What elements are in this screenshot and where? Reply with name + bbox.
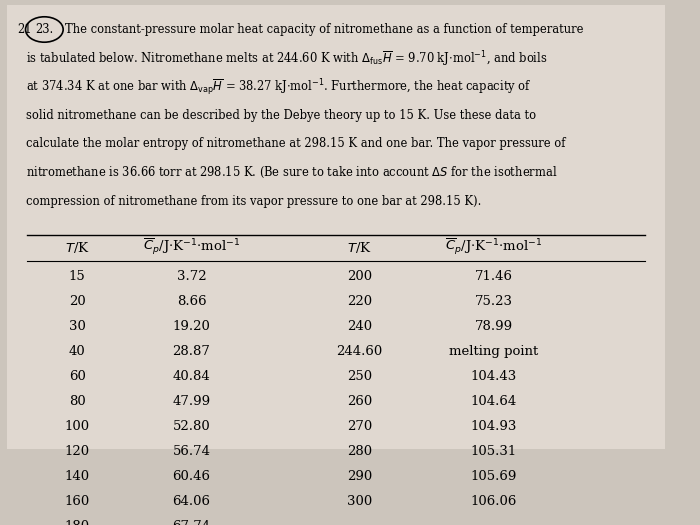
Text: compression of nitromethane from its vapor pressure to one bar at 298.15 K).: compression of nitromethane from its vap… — [25, 195, 481, 207]
Text: 60: 60 — [69, 370, 85, 383]
Text: $\overline{C}_p$/J$\cdot$K$^{-1}$$\cdot$mol$^{-1}$: $\overline{C}_p$/J$\cdot$K$^{-1}$$\cdot$… — [445, 237, 542, 257]
Text: 104.43: 104.43 — [470, 370, 517, 383]
Text: 244.60: 244.60 — [337, 345, 383, 358]
Text: 100: 100 — [64, 420, 90, 433]
Text: at 374.34 K at one bar with $\Delta_{\rm vap}\overline{H}$ = 38.27 kJ$\cdot$mol$: at 374.34 K at one bar with $\Delta_{\rm… — [25, 77, 531, 97]
Text: 270: 270 — [347, 420, 372, 433]
Text: $T$/K: $T$/K — [65, 240, 90, 255]
Text: 15: 15 — [69, 270, 85, 284]
Text: 8.66: 8.66 — [176, 295, 206, 308]
Text: calculate the molar entropy of nitromethane at 298.15 K and one bar. The vapor p: calculate the molar entropy of nitrometh… — [25, 138, 565, 150]
Text: 300: 300 — [347, 495, 372, 508]
Text: 250: 250 — [347, 370, 372, 383]
FancyBboxPatch shape — [7, 5, 665, 449]
Text: 23.: 23. — [35, 23, 53, 36]
Text: 105.31: 105.31 — [470, 445, 517, 458]
Text: $\overline{C}_p$/J$\cdot$K$^{-1}$$\cdot$mol$^{-1}$: $\overline{C}_p$/J$\cdot$K$^{-1}$$\cdot$… — [143, 237, 240, 257]
Text: 140: 140 — [64, 470, 90, 483]
Text: 75.23: 75.23 — [475, 295, 513, 308]
Text: 21: 21 — [17, 23, 32, 36]
Text: 200: 200 — [347, 270, 372, 284]
Text: The constant-pressure molar heat capacity of nitromethane as a function of tempe: The constant-pressure molar heat capacit… — [64, 23, 583, 36]
Text: $T$/K: $T$/K — [347, 240, 372, 255]
Text: 106.06: 106.06 — [470, 495, 517, 508]
Text: 180: 180 — [64, 520, 90, 525]
Text: 104.93: 104.93 — [470, 420, 517, 433]
Text: 19.20: 19.20 — [173, 320, 211, 333]
Text: 280: 280 — [347, 445, 372, 458]
Text: 60.46: 60.46 — [172, 470, 211, 483]
Text: 20: 20 — [69, 295, 85, 308]
Text: 67.74: 67.74 — [172, 520, 211, 525]
Text: 28.87: 28.87 — [173, 345, 211, 358]
Text: 290: 290 — [347, 470, 372, 483]
Text: 47.99: 47.99 — [172, 395, 211, 408]
Text: 40: 40 — [69, 345, 85, 358]
Text: 56.74: 56.74 — [172, 445, 211, 458]
Text: 80: 80 — [69, 395, 85, 408]
Text: solid nitromethane can be described by the Debye theory up to 15 K. Use these da: solid nitromethane can be described by t… — [25, 109, 536, 122]
Text: 52.80: 52.80 — [173, 420, 211, 433]
Text: 71.46: 71.46 — [475, 270, 513, 284]
Text: 220: 220 — [347, 295, 372, 308]
Text: 240: 240 — [347, 320, 372, 333]
Text: melting point: melting point — [449, 345, 538, 358]
Text: 64.06: 64.06 — [172, 495, 211, 508]
Text: 30: 30 — [69, 320, 85, 333]
Text: 3.72: 3.72 — [176, 270, 206, 284]
Text: is tabulated below. Nitromethane melts at 244.60 K with $\Delta_{\rm fus}\overli: is tabulated below. Nitromethane melts a… — [25, 49, 547, 68]
Text: 120: 120 — [64, 445, 90, 458]
Text: 260: 260 — [347, 395, 372, 408]
Text: nitromethane is 36.66 torr at 298.15 K. (Be sure to take into account $\Delta S$: nitromethane is 36.66 torr at 298.15 K. … — [25, 165, 557, 180]
Text: 160: 160 — [64, 495, 90, 508]
Text: 40.84: 40.84 — [173, 370, 211, 383]
Text: 78.99: 78.99 — [475, 320, 513, 333]
Text: 105.69: 105.69 — [470, 470, 517, 483]
Text: 104.64: 104.64 — [470, 395, 517, 408]
